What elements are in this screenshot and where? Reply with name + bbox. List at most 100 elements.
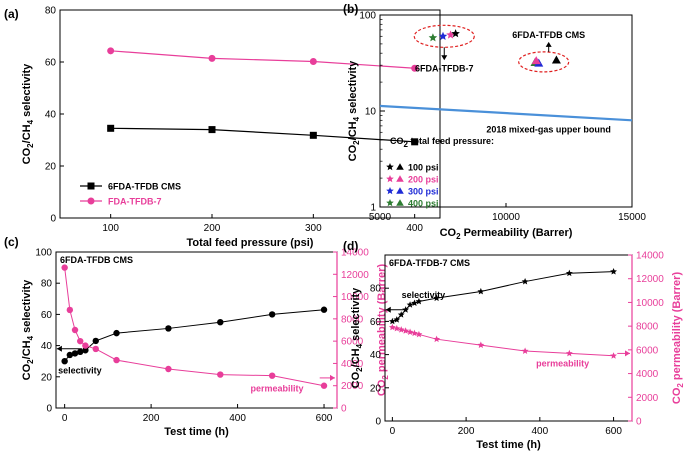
legend-title-b: CO2 total feed pressure: <box>390 136 494 149</box>
y-left-title-c-part: 2 <box>26 359 35 364</box>
x-tick-label-d: 200 <box>458 426 475 437</box>
data-point-c <box>92 345 99 353</box>
group-arrow-head-2 <box>545 41 552 47</box>
y-axis-title-b-part: selectivity <box>347 60 359 117</box>
group-arrow-head-1 <box>441 55 448 61</box>
data-point-d <box>415 330 423 338</box>
x-tick-label-d: 600 <box>605 426 622 437</box>
y-right-tick-label-c: 10000 <box>341 292 369 303</box>
data-point-c <box>217 371 224 378</box>
legend-triangle-b <box>396 199 404 206</box>
data-point-b <box>446 30 455 39</box>
panel-label-d: (d) <box>343 239 358 253</box>
panel-title-c: 6FDA-TFDB CMS <box>60 255 133 265</box>
series-line-a <box>110 50 415 69</box>
legend-star-b <box>386 199 394 207</box>
data-point-c <box>320 382 328 389</box>
permeability-label-c: permeability <box>251 383 304 393</box>
x-axis-title-b-part: CO <box>440 227 457 239</box>
selectivity-label-d: selectivity <box>402 290 446 300</box>
permeability-label-d: permeability <box>536 358 589 368</box>
data-point-b <box>451 29 460 38</box>
data-point-d <box>521 277 529 285</box>
data-point-b <box>551 55 561 64</box>
x-tick-label-a: 300 <box>305 223 322 234</box>
y-axis-title-a-part: /CH <box>21 124 33 143</box>
legend-label-b: 200 psi <box>408 175 439 185</box>
data-point-c <box>92 337 99 345</box>
y-left-tick-label-d: 60 <box>370 317 382 328</box>
y-right-title-d-part: permeability (Barrer) <box>671 272 683 384</box>
legend-label-b: 300 psi <box>408 187 439 197</box>
y-left-tick-label-d: 20 <box>370 383 382 394</box>
data-point-c <box>77 337 84 345</box>
legend-label-b: 100 psi <box>408 163 439 173</box>
data-point-d <box>610 268 617 275</box>
data-point-c <box>61 264 68 271</box>
y-left-tick-label-c: 40 <box>41 341 53 352</box>
y-tick-label-b: 10 <box>365 107 377 118</box>
legend-title-b-part: CO <box>390 136 404 146</box>
data-point-d <box>565 349 573 357</box>
y-left-tick-label-d: 0 <box>375 417 381 428</box>
y-left-title-c-part: /CH <box>21 340 33 359</box>
data-point-c <box>217 319 224 326</box>
y-right-tick-label-c: 8000 <box>341 314 364 325</box>
data-point-c <box>77 348 84 356</box>
data-point-b <box>531 56 541 65</box>
y-axis-title-a-part: CO <box>21 147 33 164</box>
y-left-title-d-part: /CH <box>350 348 362 367</box>
y-right-tick-label-c: 2000 <box>341 381 364 392</box>
selectivity-arrow-head-d <box>385 306 391 313</box>
y-right-tick-label-c: 6000 <box>341 337 364 348</box>
y-left-title-c-part: 4 <box>26 335 35 340</box>
data-point-d <box>521 347 529 354</box>
legend-title-b-part: total feed pressure: <box>408 136 494 146</box>
y-axis-title-a-part: 2 <box>26 143 35 148</box>
data-point-d <box>402 327 410 334</box>
group-label-2: 6FDA-TFDB CMS <box>512 30 585 40</box>
upper-bound-line <box>379 104 633 122</box>
data-point-b <box>428 33 438 42</box>
selectivity-label-c: selectivity <box>58 366 102 376</box>
legend-triangle-b <box>396 175 404 182</box>
data-point-b <box>438 31 448 40</box>
y-left-tick-label-c: 100 <box>35 248 52 259</box>
y-right-tick-label-d: 6000 <box>636 345 659 356</box>
y-right-tick-label-d: 14000 <box>636 251 664 262</box>
plot-frame-d <box>384 254 633 422</box>
data-point-c <box>113 356 120 364</box>
data-point-a <box>411 138 419 146</box>
y-right-tick-label-c: 0 <box>341 404 347 415</box>
legend-marker-a <box>87 182 95 190</box>
y-right-title-d-part: 2 <box>676 383 685 388</box>
data-point-a <box>107 124 115 132</box>
data-point-c <box>66 351 74 359</box>
data-point-d <box>610 352 617 359</box>
x-tick-label-b: 15000 <box>618 212 646 223</box>
x-tick-label-a: 100 <box>102 223 119 234</box>
data-point-c <box>61 358 68 365</box>
x-tick-label-b: 5000 <box>369 212 392 223</box>
data-point-c <box>165 325 172 332</box>
y-right-tick-label-d: 8000 <box>636 322 659 333</box>
data-point-d <box>477 341 485 349</box>
y-right-tick-label-c: 14000 <box>341 248 369 259</box>
legend-triangle-b <box>396 163 404 170</box>
y-right-tick-label-d: 0 <box>636 417 642 428</box>
y-left-title-d: CO2/CH4 selectivity <box>350 287 364 388</box>
data-point-a <box>208 126 216 134</box>
legend-title-b-part: 2 <box>404 140 409 149</box>
data-point-c <box>320 306 328 313</box>
y-axis-title-b-part: 4 <box>352 116 361 121</box>
upper-bound-label: 2018 mixed-gas upper bound <box>486 124 611 134</box>
y-left-tick-label-c: 0 <box>46 404 52 415</box>
y-right-title-d-part: CO <box>671 387 683 404</box>
series-line-a <box>110 127 415 143</box>
y-left-title-c-part: CO <box>21 363 33 380</box>
y-left-tick-label-d: 80 <box>370 284 382 295</box>
y-left-title-d-part: CO <box>350 371 362 388</box>
x-tick-label-d: 0 <box>390 426 396 437</box>
data-point-c <box>165 365 172 373</box>
data-point-d <box>393 324 401 332</box>
